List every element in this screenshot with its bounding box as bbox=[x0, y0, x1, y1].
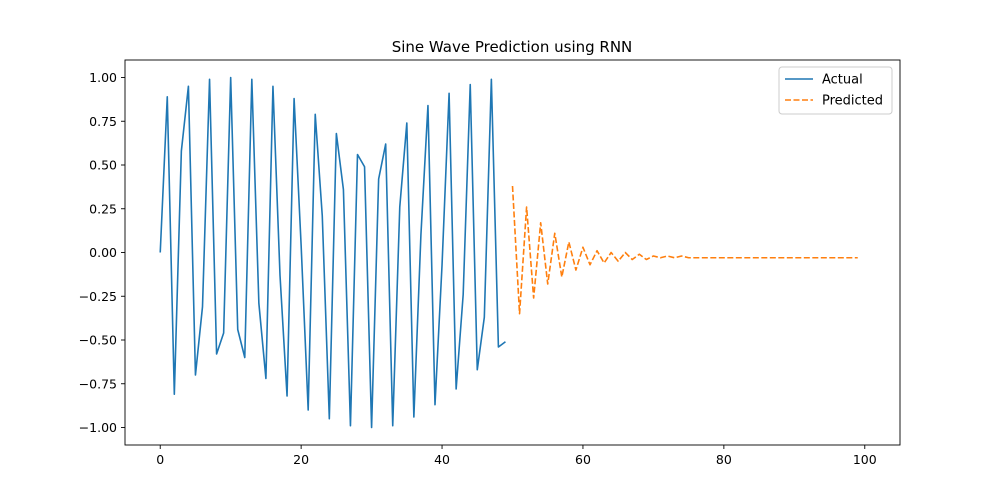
x-tick-label: 100 bbox=[853, 452, 877, 467]
y-tick-label: 0.00 bbox=[89, 245, 117, 260]
x-tick-label: 0 bbox=[156, 452, 164, 467]
legend-label-actual: Actual bbox=[822, 73, 863, 88]
legend-label-predicted: Predicted bbox=[822, 94, 883, 109]
x-tick-label: 40 bbox=[434, 452, 450, 467]
chart-title: Sine Wave Prediction using RNN bbox=[392, 38, 633, 56]
y-tick-label: 0.50 bbox=[89, 158, 117, 173]
y-tick-label: 0.75 bbox=[89, 114, 117, 129]
x-tick-label: 80 bbox=[716, 452, 732, 467]
y-tick-label: 0.25 bbox=[89, 201, 117, 216]
legend: Actual Predicted bbox=[778, 66, 893, 115]
y-tick-label: −1.00 bbox=[79, 420, 117, 435]
y-tick-label: −0.25 bbox=[79, 289, 117, 304]
axes: 0 20 40 60 80 100 1.00 0.75 0.50 0.25 0.00 −0.25 −0.… bbox=[79, 59, 901, 467]
y-tick-label: −0.50 bbox=[79, 333, 117, 348]
plot-area bbox=[159, 76, 858, 429]
y-tick-label: −0.75 bbox=[79, 376, 117, 391]
x-tick-label: 20 bbox=[293, 452, 309, 467]
series-line-actual bbox=[159, 76, 506, 429]
x-tick-label: 60 bbox=[575, 452, 591, 467]
y-tick-label: 1.00 bbox=[89, 70, 117, 85]
series-line-predicted bbox=[511, 185, 858, 315]
